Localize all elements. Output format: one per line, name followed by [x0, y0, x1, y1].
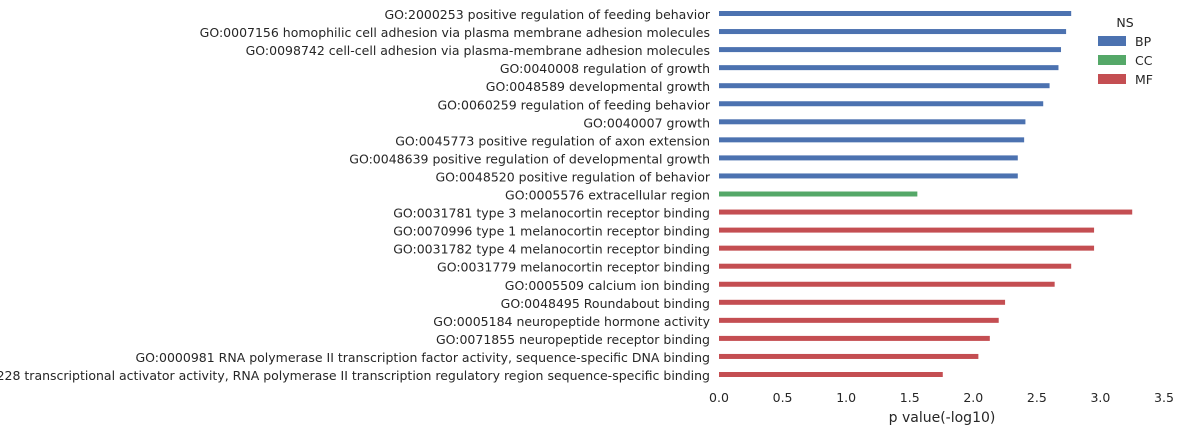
legend-items: BP CC MF	[1098, 34, 1153, 87]
bars-layer	[719, 11, 1133, 377]
category-label: GO:0045773 positive regulation of axon e…	[395, 133, 710, 148]
bar-mf	[719, 299, 1006, 305]
category-labels: GO:2000253 positive regulation of feedin…	[0, 7, 711, 383]
category-label: GO:0040008 regulation of growth	[500, 61, 710, 76]
category-label: GO:0048495 Roundabout binding	[501, 296, 710, 311]
legend-label-mf: MF	[1135, 72, 1153, 87]
bar-bp	[719, 11, 1072, 16]
category-label: GO:0005509 calcium ion binding	[505, 278, 710, 293]
legend: NS BP CC MF	[1098, 15, 1153, 87]
category-label: GO:0048520 positive regulation of behavi…	[435, 169, 710, 184]
category-label: GO:0031781 type 3 melanocortin receptor …	[393, 206, 710, 221]
legend-swatch-bp	[1098, 36, 1126, 46]
bar-mf	[719, 245, 1095, 251]
category-label: GO:0048589 developmental growth	[486, 79, 710, 94]
x-tick-label: 3.5	[1154, 390, 1174, 405]
bar-mf	[719, 317, 999, 323]
category-label: GO:0005576 extracellular region	[505, 188, 710, 203]
bar-bp	[719, 173, 1018, 179]
category-label: GO:0048639 positive regulation of develo…	[349, 151, 710, 166]
category-label: GO:0000981 RNA polymerase II transcripti…	[136, 350, 711, 365]
category-label: GO:0098742 cell-cell adhesion via plasma…	[246, 43, 710, 58]
bar-bp	[719, 101, 1044, 107]
x-tick-label: 2.0	[963, 390, 983, 405]
x-axis-title: p value(-log10)	[889, 410, 996, 426]
bar-bp	[719, 47, 1062, 53]
bar-bp	[719, 137, 1025, 143]
category-label: GO:0001228 transcriptional activator act…	[0, 368, 710, 383]
bar-bp	[719, 83, 1050, 89]
category-label: GO:2000253 positive regulation of feedin…	[384, 7, 710, 22]
category-label: GO:0071855 neuropeptide receptor binding	[436, 332, 710, 347]
category-label: GO:0060259 regulation of feeding behavio…	[437, 97, 710, 112]
x-axis-ticks: 0.0 0.5 1.0 1.5 2.0 2.5 3.0 3.5	[709, 390, 1174, 405]
x-tick-label: 3.0	[1090, 390, 1110, 405]
x-tick-label: 2.5	[1027, 390, 1047, 405]
bar-mf	[719, 227, 1095, 233]
category-label: GO:0005184 neuropeptide hormone activity	[433, 314, 710, 329]
legend-label-bp: BP	[1135, 34, 1152, 49]
bar-mf	[719, 281, 1055, 287]
legend-title: NS	[1116, 15, 1133, 30]
x-tick-label: 1.0	[836, 390, 856, 405]
x-tick-label: 0.5	[773, 390, 793, 405]
category-label: GO:0031782 type 4 melanocortin receptor …	[393, 242, 710, 257]
bar-cc	[719, 191, 918, 197]
x-tick-label: 1.5	[900, 390, 920, 405]
legend-swatch-mf	[1098, 74, 1126, 84]
bar-mf	[719, 353, 979, 359]
bar-mf	[719, 372, 943, 377]
bar-bp	[719, 155, 1018, 161]
legend-swatch-cc	[1098, 55, 1126, 65]
category-label: GO:0040007 growth	[583, 115, 710, 130]
bar-bp	[719, 65, 1059, 71]
bar-mf	[719, 263, 1072, 269]
x-tick-label: 0.0	[709, 390, 729, 405]
category-label: GO:0007156 homophilic cell adhesion via …	[200, 25, 710, 40]
bar-mf	[719, 335, 990, 341]
legend-label-cc: CC	[1135, 53, 1153, 68]
category-label: GO:0070996 type 1 melanocortin receptor …	[393, 224, 710, 239]
category-label: GO:0031779 melanocortin receptor binding	[437, 260, 710, 275]
bar-bp	[719, 29, 1067, 35]
bar-bp	[719, 119, 1026, 125]
bar-mf	[719, 209, 1133, 215]
